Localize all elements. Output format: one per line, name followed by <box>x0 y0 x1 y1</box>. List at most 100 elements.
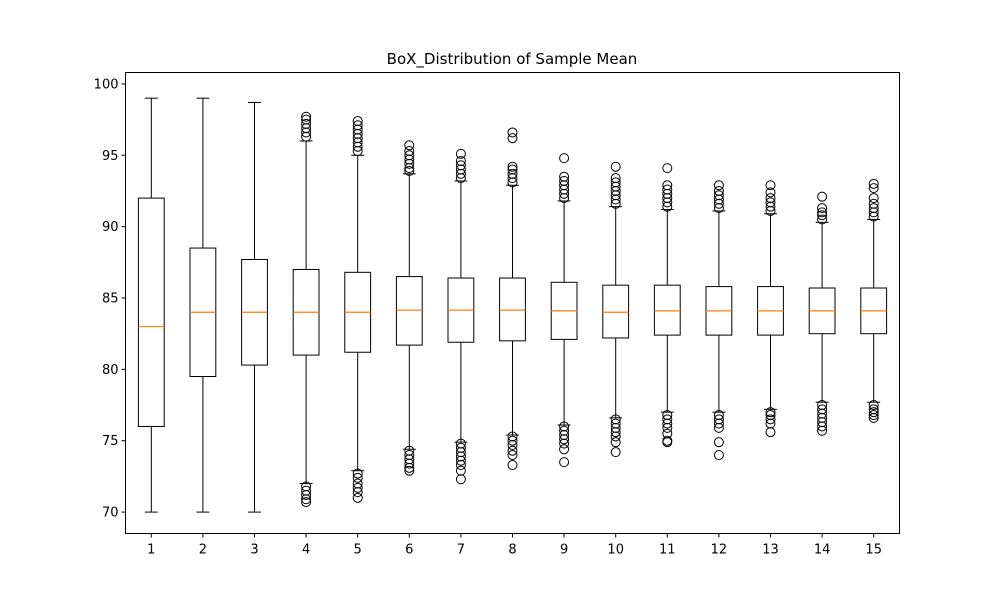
y-tick-label-80: 80 <box>102 363 119 378</box>
y-tick-label-100: 100 <box>94 77 119 92</box>
x-tick-label-3: 3 <box>250 543 258 558</box>
x-tick-label-2: 2 <box>199 543 207 558</box>
x-tick-label-15: 15 <box>865 543 882 558</box>
x-tick-label-13: 13 <box>762 543 779 558</box>
outlier-point <box>559 153 570 164</box>
outlier-point <box>507 435 518 446</box>
outlier-point <box>610 431 621 442</box>
outlier-point <box>662 437 673 448</box>
outlier-point <box>868 407 879 418</box>
box-group-10 <box>602 161 630 458</box>
box-group-9 <box>550 153 578 468</box>
y-tick-label-95: 95 <box>102 149 119 164</box>
outlier-point <box>404 165 415 176</box>
box-group-2 <box>189 97 217 513</box>
outlier-point <box>817 421 828 432</box>
outlier-point <box>507 459 518 470</box>
x-tick-label-4: 4 <box>302 543 310 558</box>
outlier-point <box>559 434 570 445</box>
outlier-point <box>404 458 415 469</box>
x-tick-label-8: 8 <box>508 543 516 558</box>
x-tick-label-12: 12 <box>711 543 728 558</box>
outlier-point <box>817 207 828 218</box>
y-tick-label-85: 85 <box>102 292 119 307</box>
x-tick-label-14: 14 <box>814 543 831 558</box>
outlier-point <box>301 114 312 125</box>
x-tick-label-10: 10 <box>607 543 624 558</box>
outlier-point <box>352 468 363 479</box>
y-tick-label-75: 75 <box>102 434 119 449</box>
box-group-7 <box>447 148 475 485</box>
box-8 <box>499 277 526 342</box>
x-tick-label-9: 9 <box>560 543 568 558</box>
box-group-8 <box>499 127 526 470</box>
outlier-point <box>559 457 570 468</box>
outlier-point <box>507 445 518 456</box>
box-6 <box>395 276 423 346</box>
outlier-point <box>610 427 621 438</box>
outlier-point <box>610 161 621 172</box>
y-tick-label-90: 90 <box>102 220 119 235</box>
outlier-point <box>713 190 724 201</box>
outlier-point <box>507 168 518 179</box>
outlier-point <box>455 459 466 470</box>
outlier-point <box>868 412 879 423</box>
outlier-point <box>559 175 570 186</box>
box-group-3 <box>241 101 268 513</box>
outlier-point <box>662 428 673 439</box>
outlier-point <box>713 450 724 461</box>
outlier-point <box>404 140 415 151</box>
box-group-5 <box>344 116 372 503</box>
outlier-point <box>352 487 363 498</box>
outlier-point <box>868 203 879 214</box>
outlier-point <box>301 489 312 500</box>
outlier-point <box>507 161 518 172</box>
box-group-14 <box>808 191 836 436</box>
y-axis: 70 75 80 85 90 95 100 <box>94 77 126 521</box>
x-tick-label-6: 6 <box>405 543 413 558</box>
box-10 <box>602 284 630 339</box>
outlier-point <box>455 148 466 159</box>
outlier-point <box>713 437 724 448</box>
outlier-point <box>765 407 776 418</box>
outlier-point <box>610 447 621 458</box>
outlier-point <box>610 177 621 188</box>
box-group-4 <box>292 111 320 508</box>
outlier-point <box>404 150 415 161</box>
x-tick-label-5: 5 <box>354 543 362 558</box>
outlier-point <box>765 180 776 191</box>
outlier-point <box>559 444 570 455</box>
outlier-point <box>507 450 518 461</box>
outlier-point <box>404 465 415 476</box>
outlier-point <box>662 184 673 195</box>
outlier-point <box>662 180 673 191</box>
outlier-point <box>352 116 363 127</box>
outlier-point <box>455 474 466 485</box>
outlier-point <box>662 418 673 429</box>
plot-area <box>137 97 888 513</box>
outlier-point <box>817 203 828 214</box>
outlier-point <box>868 183 879 194</box>
outlier-point <box>455 465 466 476</box>
outlier-point <box>301 118 312 129</box>
outlier-point <box>765 197 776 208</box>
outlier-point <box>817 210 828 221</box>
box-group-11 <box>653 163 681 448</box>
outlier-point <box>610 437 621 448</box>
outlier-point <box>868 400 879 411</box>
outlier-point <box>455 160 466 171</box>
outlier-point <box>455 455 466 466</box>
x-tick-label-7: 7 <box>457 543 465 558</box>
y-tick-label-70: 70 <box>102 506 119 521</box>
outlier-point <box>404 462 415 473</box>
outlier-point <box>610 173 621 184</box>
chart-title: BoX_Distribution of Sample Mean <box>387 50 638 69</box>
outlier-point <box>507 127 518 138</box>
outlier-point <box>765 427 776 438</box>
outlier-point <box>713 185 724 196</box>
outlier-point <box>868 178 879 189</box>
outlier-point <box>507 133 518 144</box>
outlier-point <box>301 111 312 122</box>
box-group-15 <box>860 178 888 423</box>
outlier-point <box>817 191 828 202</box>
